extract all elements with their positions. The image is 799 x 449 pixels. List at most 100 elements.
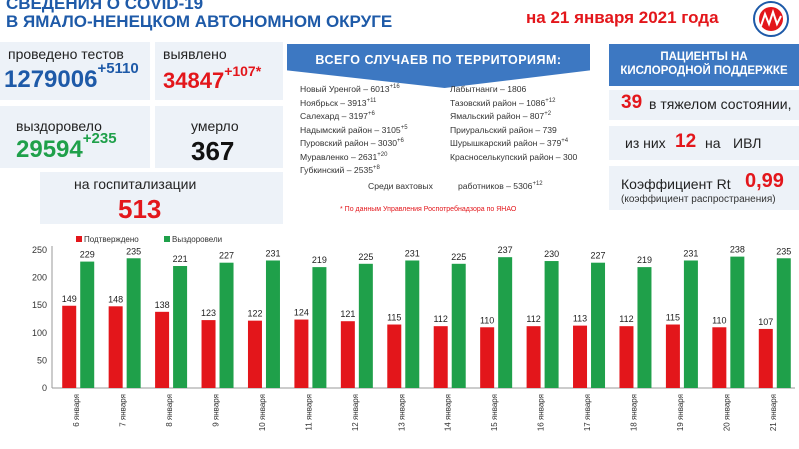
data-label-0-7: 115 (387, 313, 401, 323)
bar-confirmed-13 (665, 324, 680, 388)
detected-label: выявлено (163, 46, 227, 62)
territory-name: Муравленко – 2631 (300, 151, 378, 162)
data-label-1-15: 235 (776, 246, 791, 256)
bar-confirmed-15 (758, 328, 773, 388)
daily-cases-chart: Подтверждено Выздоровели 0 50 100 150 200 250 14… (32, 235, 795, 431)
detected-delta: +107* (224, 63, 262, 79)
territory-delta: +2 (544, 111, 552, 117)
data-label-1-7: 231 (405, 248, 420, 258)
bar-confirmed-11 (573, 325, 588, 388)
territory-left-4: Пуровский район – 3030+6 (300, 138, 404, 148)
legend-swatch-0 (76, 236, 82, 242)
page-title-line2: В ЯМАЛО-НЕНЕЦКОМ АВТОНОМНОМ ОКРУГЕ (6, 12, 393, 31)
data-label-0-12: 112 (619, 314, 633, 324)
territory-name: Приуральский район – 739 (450, 124, 557, 135)
x-tick-label-13: 19 января (676, 394, 685, 431)
report-date: на 21 января 2021 года (526, 8, 719, 27)
territory-name: Новый Уренгой – 6013 (300, 84, 390, 94)
bar-confirmed-1 (108, 306, 123, 388)
bar-confirmed-5 (294, 319, 309, 388)
oxygen-title-line1: ПАЦИЕНТЫ НА (660, 51, 748, 63)
bar-recovered-0 (80, 261, 95, 388)
ivl-mid: на (705, 135, 721, 151)
territory-left-3: Надымский район – 3105+5 (300, 125, 408, 135)
territory-name: Губкинский – 2535 (300, 165, 374, 175)
territory-delta: +12 (545, 97, 556, 104)
bar-confirmed-4 (247, 320, 262, 388)
bar-recovered-10 (544, 261, 559, 388)
data-label-0-15: 107 (758, 317, 773, 327)
oxygen-title-line2: КИСЛОРОДНОЙ ПОДДЕРЖКЕ (620, 65, 788, 77)
x-tick-label-8: 14 января (444, 394, 453, 431)
data-label-1-8: 225 (451, 252, 466, 262)
bar-confirmed-7 (387, 324, 402, 388)
died-value: 367 (191, 136, 235, 166)
x-tick-label-0: 6 января (72, 394, 81, 427)
rt-label: Коэффициент Rt (621, 176, 731, 192)
ivl-value: 12 (675, 131, 697, 152)
bar-recovered-5 (312, 267, 327, 388)
x-tick-label-1: 7 января (119, 394, 128, 427)
rt-value: 0,99 (745, 170, 784, 192)
bar-confirmed-12 (619, 326, 634, 388)
territory-name: Тазовский район – 1086 (450, 97, 546, 108)
data-label-1-12: 219 (637, 255, 652, 265)
severe-box: 39 в тяжелом состоянии, (609, 90, 799, 120)
territory-delta: +6 (397, 138, 404, 144)
data-label-1-14: 238 (730, 245, 745, 255)
tests-value-wrap: 1279006+5110 (4, 60, 139, 94)
territory-name: Ноябрьск – 3913 (300, 97, 367, 108)
data-label-0-10: 112 (526, 314, 540, 324)
territory-delta: +20 (377, 151, 388, 158)
data-label-0-13: 115 (666, 313, 680, 323)
shift-workers-delta: +12 (532, 181, 543, 187)
ivl-box: из них 12 на ИВЛ (609, 126, 799, 160)
bar-recovered-14 (730, 256, 745, 388)
territory-right-3: Приуральский район – 739 (450, 125, 557, 135)
legend-label-0: Подтверждено (84, 235, 139, 244)
bar-confirmed-10 (526, 326, 541, 388)
recovered-value: 29594 (16, 136, 83, 163)
bar-recovered-8 (451, 263, 466, 388)
detected-card: выявлено 34847+107* (155, 42, 283, 100)
bar-recovered-2 (173, 266, 188, 388)
territory-right-1: Тазовский район – 1086+12 (450, 98, 555, 108)
bar-recovered-4 (265, 260, 280, 388)
data-label-0-8: 112 (434, 314, 448, 324)
hospital-card: на госпитализации 513 (40, 172, 283, 224)
bar-confirmed-8 (433, 326, 448, 388)
territory-left-0: Новый Уренгой – 6013+16 (300, 84, 400, 94)
territory-delta: +5 (400, 124, 408, 131)
x-tick-label-2: 8 января (165, 394, 174, 427)
territories-title: ВСЕГО СЛУЧАЕВ ПО ТЕРРИТОРИЯМ: (315, 53, 562, 67)
territory-name: Лабытнанги – 1806 (450, 84, 527, 94)
data-label-1-3: 227 (219, 251, 234, 261)
territory-left-6: Губкинский – 2535+8 (300, 165, 380, 175)
data-label-1-4: 231 (265, 248, 280, 258)
shift-workers-text: работников – 5306 (458, 181, 533, 191)
x-tick-label-15: 21 января (769, 394, 778, 431)
x-tick-label-6: 12 января (351, 394, 360, 431)
severe-value: 39 (621, 92, 643, 113)
bar-recovered-9 (498, 257, 513, 388)
data-label-0-2: 138 (155, 300, 170, 310)
territory-name: Салехард – 3197 (300, 111, 368, 121)
data-label-1-5: 219 (312, 255, 327, 265)
territory-right-5: Красноселькупский район – 300 (450, 152, 577, 162)
bar-recovered-1 (126, 258, 141, 388)
data-label-0-0: 149 (62, 294, 77, 304)
territory-right-4: Шурышкарский район – 379+4 (450, 138, 568, 148)
territory-left-5: Муравленко – 2631+20 (300, 152, 387, 162)
data-label-1-11: 227 (591, 251, 606, 261)
bar-recovered-13 (683, 260, 698, 388)
data-label-0-14: 110 (712, 315, 726, 325)
x-tick-label-9: 15 января (490, 394, 499, 431)
territory-delta: +16 (389, 84, 400, 90)
x-tick-label-11: 17 января (583, 394, 592, 431)
region-emblem-icon (753, 1, 789, 37)
bar-confirmed-3 (201, 320, 216, 388)
x-tick-label-12: 18 января (629, 394, 638, 431)
bar-recovered-3 (219, 262, 234, 388)
data-label-1-9: 237 (498, 245, 513, 255)
rt-subtitle: (коэффициент распространения) (621, 194, 776, 205)
